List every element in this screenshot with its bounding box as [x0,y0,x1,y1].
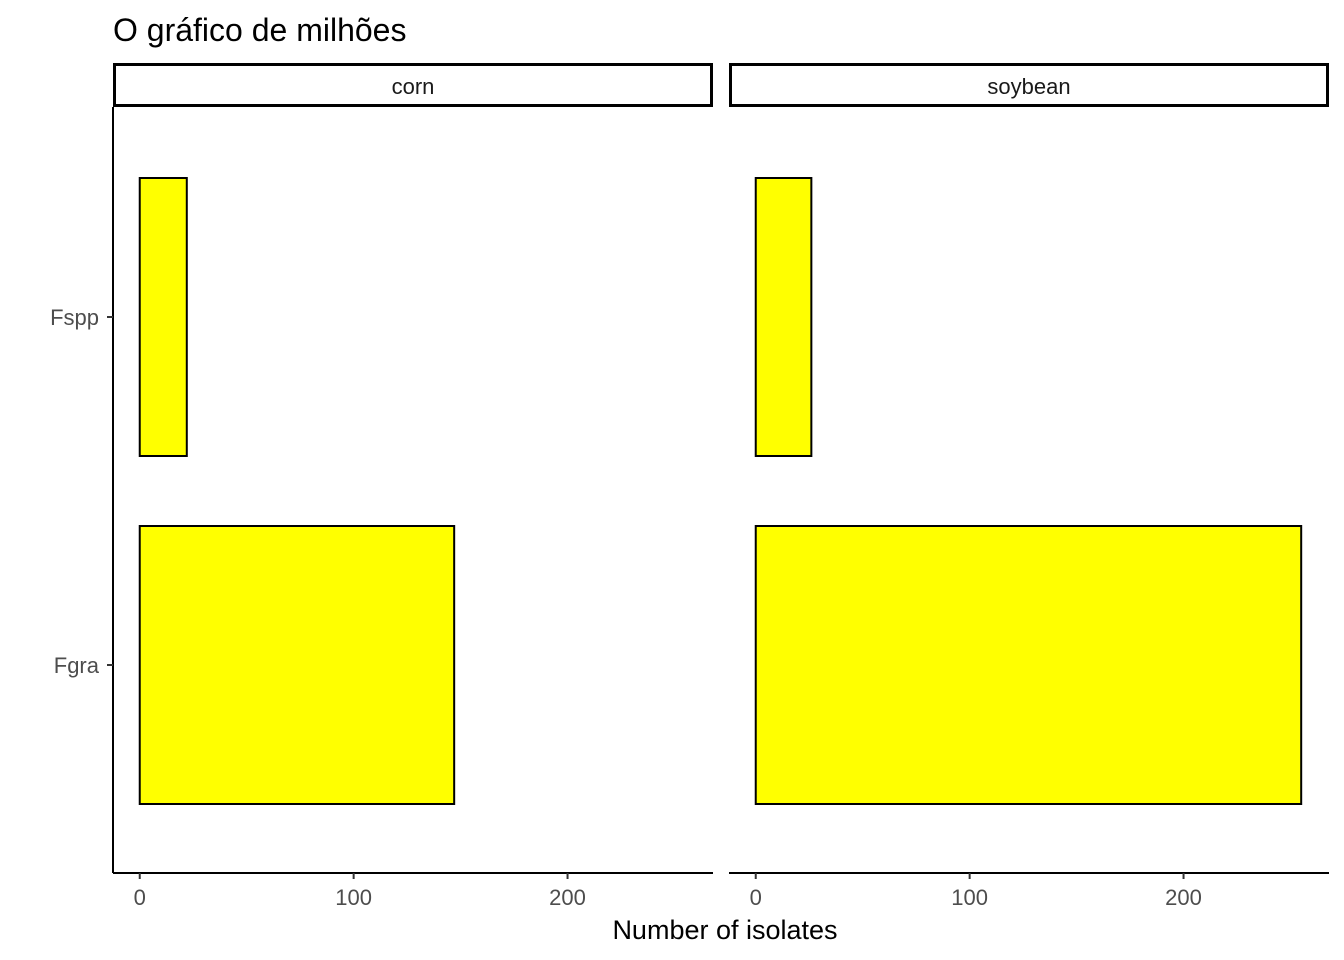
facet-strip-label-corn: corn [392,74,435,99]
bar-soybean-Fgra [754,525,1303,805]
y-tick-label-Fspp: Fspp [50,305,99,330]
bar-soybean-Fspp [754,177,813,457]
facet-strip-corn [113,63,713,107]
x-tick-label-corn-200: 200 [549,885,586,910]
x-tick-label-corn-100: 100 [335,885,372,910]
bar-corn-Fgra [138,525,456,805]
y-axis: Fspp Fgra [50,107,114,873]
x-tick-label-soybean-200: 200 [1165,885,1202,910]
facet-strip-label-soybean: soybean [987,74,1070,99]
chart-title: O gráfico de milhões [113,12,406,48]
facet-panel-soybean: soybean 0 100 200 [729,63,1329,910]
facet-panels: corn 0 100 200 soybean 0 100 200 [113,63,1329,910]
x-tick-label-corn-0: 0 [134,885,146,910]
facet-strip-soybean [729,63,1329,107]
x-axis-title: Number of isolates [612,915,837,945]
bar-corn-Fspp [138,177,188,457]
facet-panel-corn: corn 0 100 200 [113,63,713,910]
x-tick-label-soybean-100: 100 [951,885,988,910]
y-tick-label-Fgra: Fgra [54,653,100,678]
x-tick-label-soybean-0: 0 [750,885,762,910]
